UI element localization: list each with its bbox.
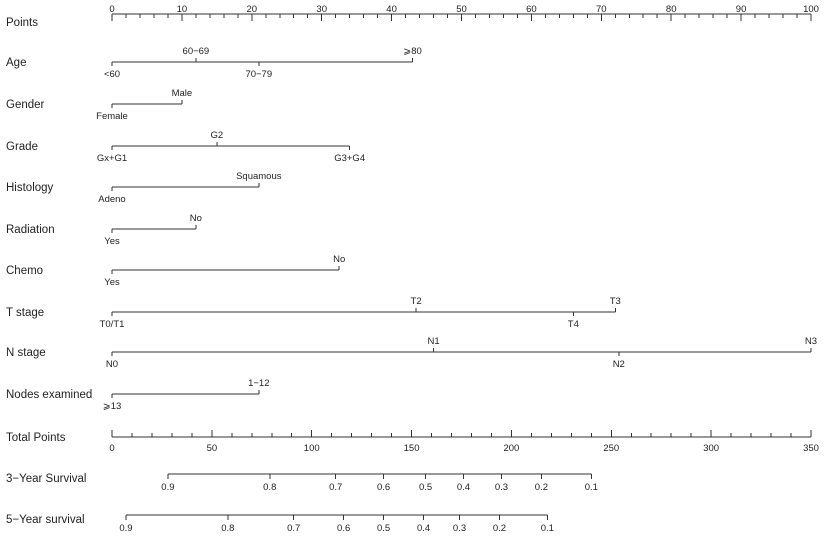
survival-3yr-tick-label: 0.3 [495, 482, 508, 493]
var-grade-level-label: Gx+G1 [97, 153, 127, 164]
survival-3yr-tick-label: 0.9 [161, 482, 174, 493]
survival-3yr-tick-label: 0.2 [535, 482, 548, 493]
points-tick-label: 90 [736, 4, 747, 15]
var-n-stage-level-label: N0 [106, 359, 118, 370]
points-tick-label: 50 [456, 4, 467, 15]
survival-5yr-tick-label: 0.2 [493, 523, 506, 534]
var-age-level-label: 60−69 [183, 46, 210, 57]
survival-5yr-tick-label: 0.9 [119, 523, 132, 534]
survival-3yr-tick-label: 0.6 [377, 482, 390, 493]
var-t-stage-label: T stage [6, 307, 44, 319]
points-tick-label: 100 [803, 4, 819, 15]
var-n-stage-level-label: N2 [613, 359, 625, 370]
survival-5yr-tick-label: 0.8 [221, 523, 234, 534]
points-axis-label: Points [6, 17, 38, 29]
total-points-axis-label: Total Points [6, 432, 66, 444]
var-grade-label: Grade [6, 141, 38, 153]
var-nodes-examined-level-label: ⩾13 [103, 401, 122, 412]
var-nodes-examined-label: Nodes examined [6, 389, 92, 401]
var-chemo-label: Chemo [6, 265, 43, 277]
survival-5yr-tick-label: 0.5 [377, 523, 390, 534]
points-tick-label: 40 [386, 4, 397, 15]
survival-3yr-tick-label: 0.7 [329, 482, 342, 493]
survival-3yr-tick-label: 0.8 [263, 482, 276, 493]
var-n-stage-label: N stage [6, 347, 46, 359]
total-points-tick-label: 200 [503, 443, 519, 454]
points-tick-label: 10 [177, 4, 188, 15]
survival-5yr-tick-label: 0.6 [337, 523, 350, 534]
points-tick-label: 60 [526, 4, 537, 15]
var-age-level-label: ⩾80 [403, 46, 422, 57]
var-age-label: Age [6, 57, 26, 69]
points-tick-label: 0 [109, 4, 114, 15]
var-n-stage-level-label: N3 [805, 336, 817, 347]
var-gender-level-label: Male [172, 88, 193, 99]
var-age-level-label: 70−79 [245, 69, 272, 80]
total-points-tick-label: 150 [404, 443, 420, 454]
survival-5yr-tick-label: 0.3 [453, 523, 466, 534]
survival-5yr-tick-label: 0.4 [417, 523, 430, 534]
var-histology-level-label: Squamous [236, 171, 282, 182]
survival-3yr-label: 3−Year Survival [6, 473, 86, 485]
total-points-tick-label: 350 [803, 443, 819, 454]
total-points-tick-label: 0 [109, 443, 114, 454]
var-grade-level-label: G2 [211, 130, 224, 141]
var-n-stage-level-label: N1 [427, 336, 439, 347]
var-gender-label: Gender [6, 99, 45, 111]
var-nodes-examined-level-label: 1−12 [248, 378, 269, 389]
total-points-tick-label: 100 [304, 443, 320, 454]
points-tick-label: 70 [596, 4, 607, 15]
survival-5yr-tick-label: 0.7 [287, 523, 300, 534]
var-grade-level-label: G3+G4 [334, 153, 365, 164]
var-age-level-label: <60 [104, 69, 120, 80]
var-radiation-level-label: No [190, 213, 202, 224]
survival-5yr-tick-label: 0.1 [541, 523, 554, 534]
var-t-stage-level-label: T0/T1 [100, 319, 125, 330]
total-points-tick-label: 50 [207, 443, 218, 454]
var-radiation-label: Radiation [6, 224, 55, 236]
var-histology-label: Histology [6, 182, 54, 194]
survival-3yr-tick-label: 0.5 [419, 482, 432, 493]
total-points-tick-label: 300 [703, 443, 719, 454]
var-radiation-level-label: Yes [104, 236, 120, 247]
var-gender-level-label: Female [96, 111, 128, 122]
survival-3yr-tick-label: 0.4 [457, 482, 470, 493]
survival-5yr-label: 5−Year survival [6, 514, 85, 526]
total-points-tick-label: 250 [603, 443, 619, 454]
survival-3yr-tick-label: 0.1 [585, 482, 598, 493]
var-t-stage-level-label: T2 [411, 296, 422, 307]
var-chemo-level-label: Yes [104, 277, 120, 288]
var-t-stage-level-label: T3 [610, 296, 621, 307]
points-tick-label: 30 [316, 4, 327, 15]
var-histology-level-label: Adeno [98, 194, 125, 205]
points-tick-label: 20 [247, 4, 258, 15]
points-tick-label: 80 [666, 4, 677, 15]
var-chemo-level-label: No [333, 254, 345, 265]
var-t-stage-level-label: T4 [568, 319, 579, 330]
